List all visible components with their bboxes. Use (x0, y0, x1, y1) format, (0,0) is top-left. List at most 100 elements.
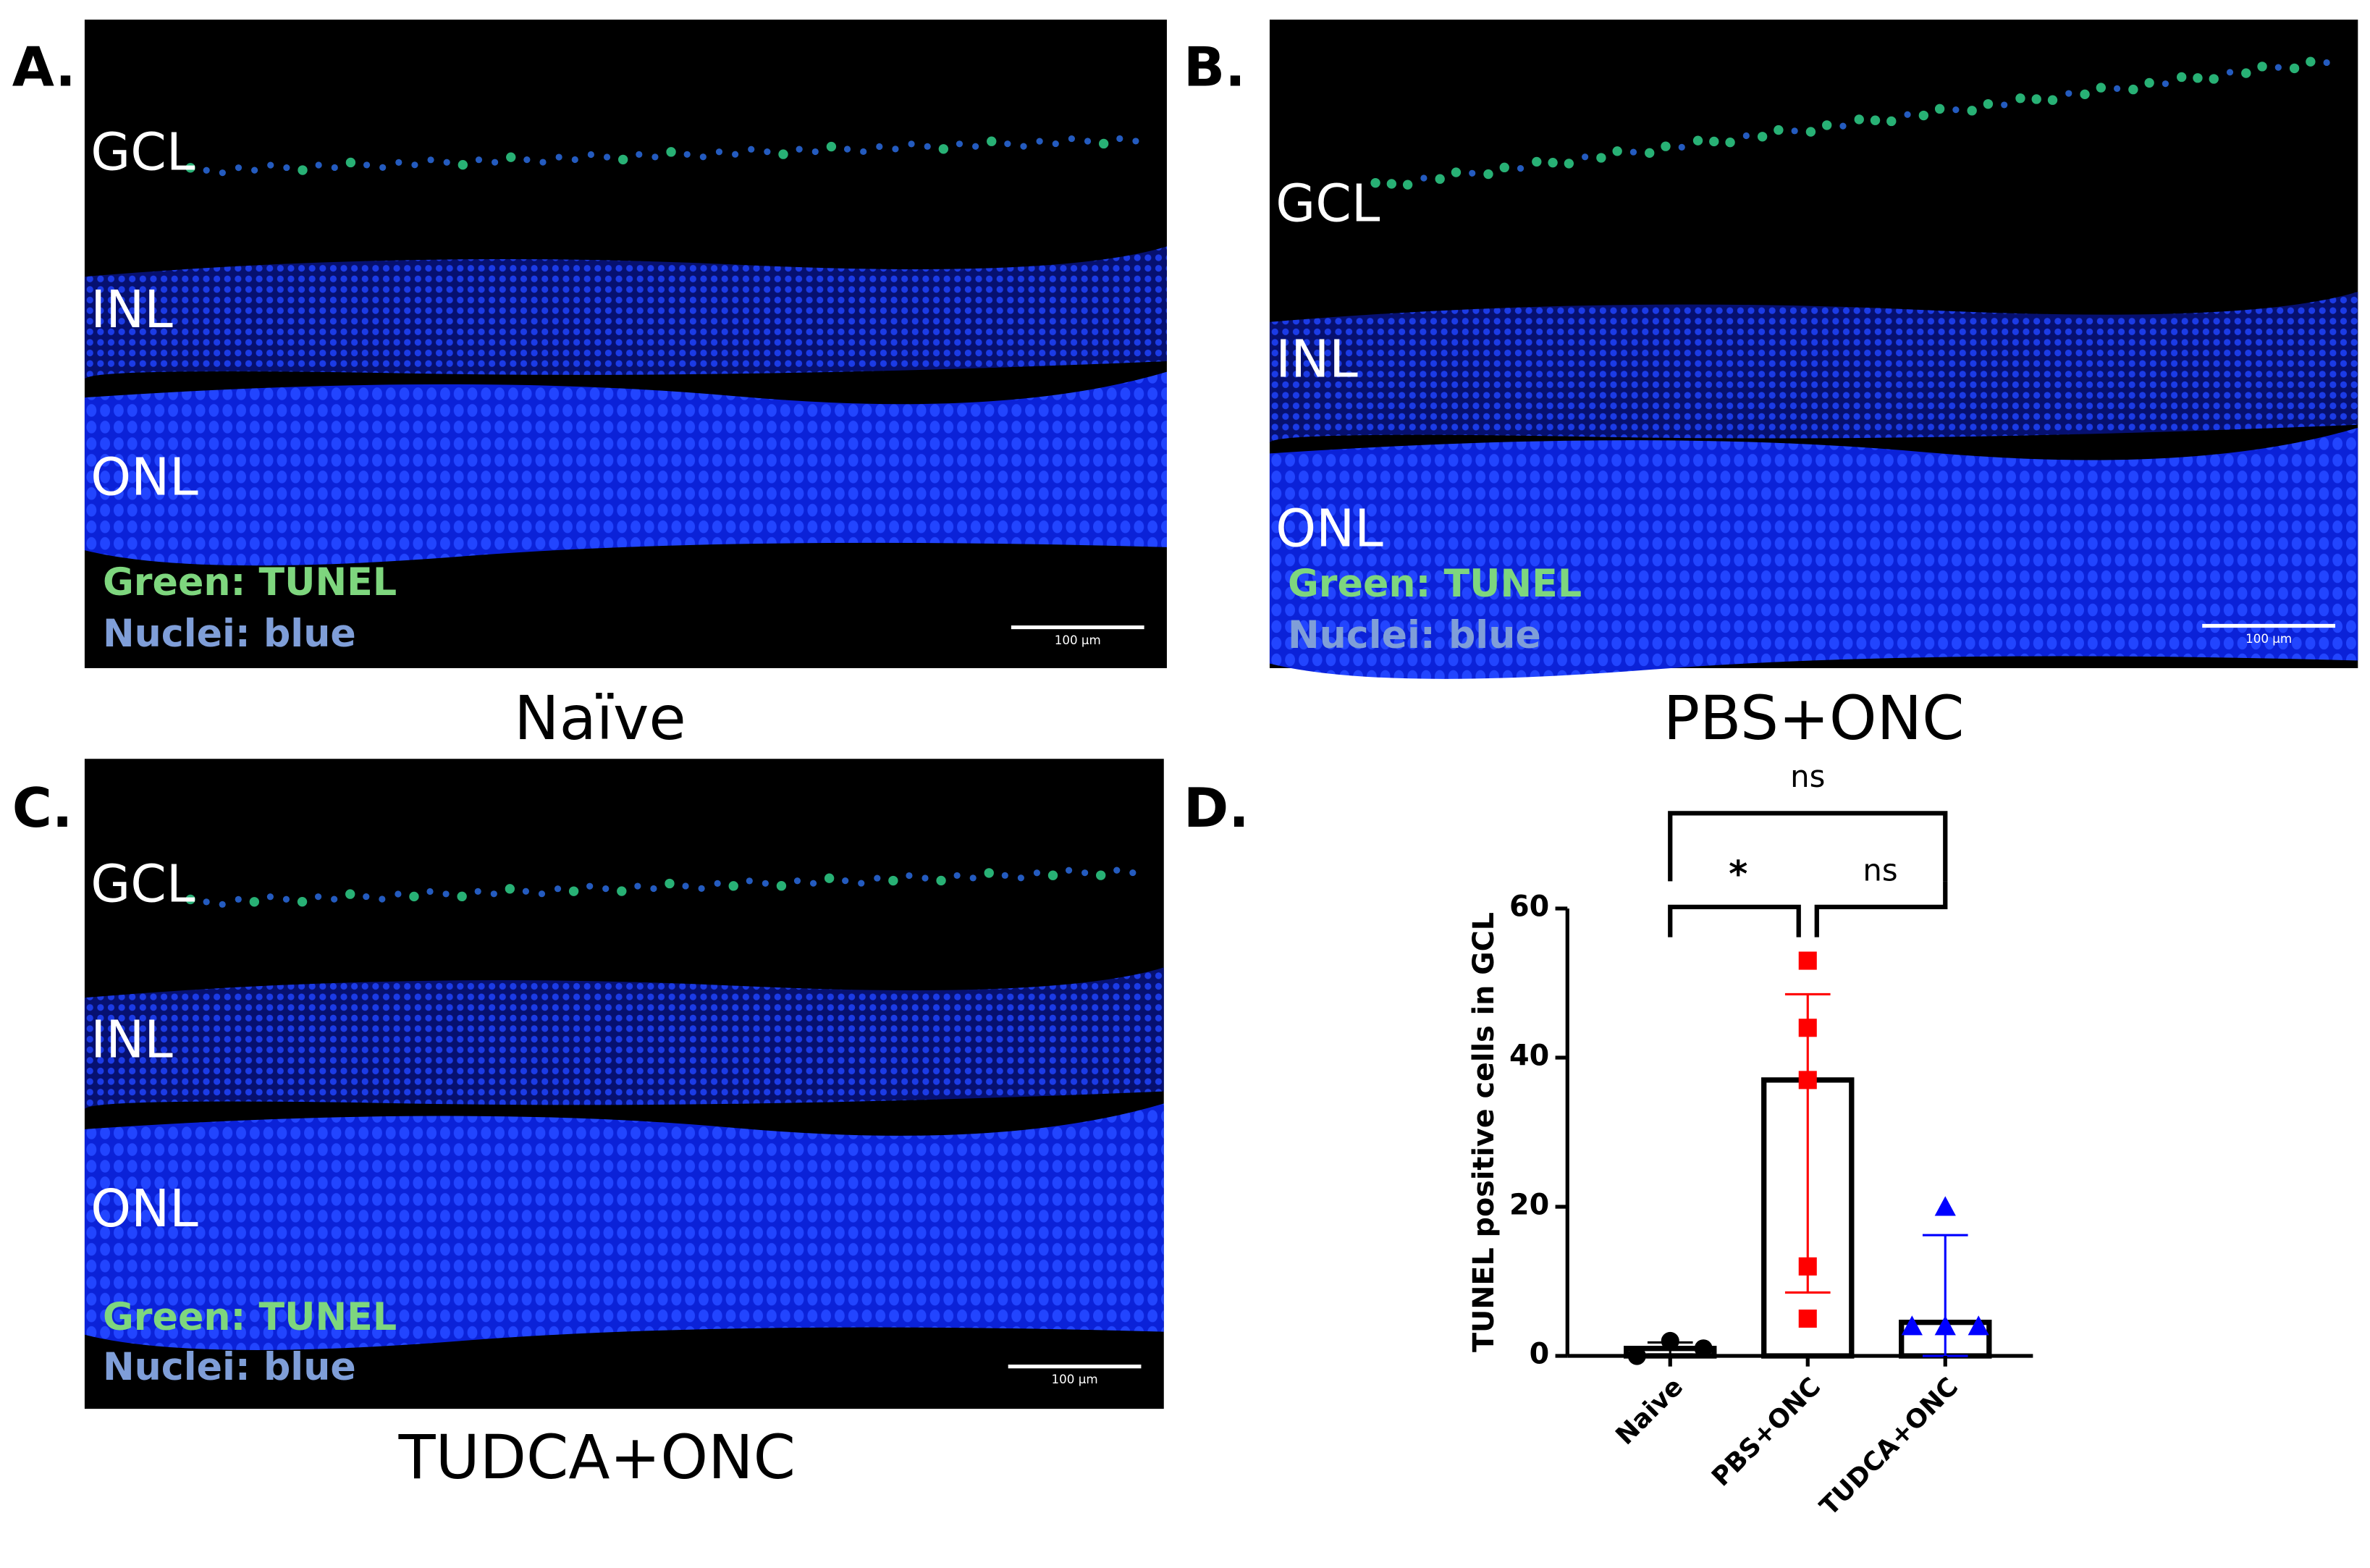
gcl-cell (1386, 179, 1397, 189)
gcl-cell (379, 164, 387, 171)
gcl-cell (492, 159, 499, 166)
gcl-cell (1113, 867, 1121, 874)
gcl-cell (972, 143, 979, 150)
gcl-cell (1983, 98, 1994, 109)
gcl-cell (1499, 162, 1509, 173)
gcl-cell (1870, 115, 1881, 125)
gcl-cell (1116, 135, 1123, 143)
gcl-cell (538, 890, 546, 898)
gcl-cell (475, 156, 483, 164)
gcl-cell (906, 872, 913, 880)
legend-tunel: Green: TUNEL (103, 561, 397, 604)
gcl-cell (2209, 74, 2219, 84)
gcl-cell (1129, 869, 1136, 877)
gcl-cell (922, 874, 929, 882)
gcl-cell (331, 164, 338, 172)
gcl-cell (1020, 143, 1027, 150)
gcl-cell (283, 164, 290, 172)
data-point (1661, 1331, 1679, 1350)
y-tick-label: 60 (1509, 890, 1549, 923)
gcl-cell (266, 893, 274, 901)
legend-nuclei: Nuclei: blue (103, 612, 356, 656)
gcl-cell (586, 882, 594, 890)
gcl-cell (826, 141, 837, 152)
gcl-cell (2047, 95, 2058, 105)
gcl-cell (764, 148, 771, 156)
gcl-cell (426, 888, 434, 895)
gcl-cell (331, 895, 338, 903)
panel-letter: A. (12, 35, 76, 99)
gcl-cell (185, 163, 195, 173)
scale-bar-label: 100 µm (1055, 633, 1101, 647)
gcl-cell (2031, 94, 2041, 104)
gcl-cell (219, 901, 226, 908)
gcl-cell (203, 167, 210, 174)
gcl-cell (715, 148, 723, 156)
gcl-cell (953, 872, 961, 880)
gcl-cell (1402, 180, 1413, 190)
gcl-cell (796, 146, 803, 153)
gcl-cell (969, 874, 977, 882)
gcl-cell (2080, 89, 2090, 99)
gcl-cell (1047, 870, 1058, 880)
x-tick-label: PBS+ONC (1706, 1372, 1826, 1492)
gcl-cell (554, 885, 562, 893)
y-tick-label: 40 (1509, 1039, 1549, 1072)
gcl-cell (1517, 165, 1525, 172)
gcl-cell (602, 885, 610, 893)
micrograph: GCL INL ONL Green: TUNEL Nuclei: blue 100 µm (84, 20, 1167, 668)
gcl-cell (762, 880, 769, 887)
gcl-cell (282, 895, 290, 903)
gcl-cell (2289, 63, 2300, 74)
gcl-cell (442, 890, 450, 898)
micrograph: GCL INL ONL Green: TUNEL Nuclei: blue 100 µm (84, 759, 1164, 1409)
gcl-cell (297, 896, 308, 907)
significance-label: * (1729, 853, 1747, 895)
gcl-cell (1757, 132, 1768, 142)
gcl-cell (682, 882, 689, 890)
panel-letter: B. (1184, 35, 1246, 99)
gcl-cell (698, 885, 705, 892)
gcl-cell (746, 877, 753, 885)
gcl-cell (411, 161, 418, 169)
gcl-cell (1548, 157, 1558, 168)
gcl-cell (1725, 138, 1735, 148)
gcl-cell (1564, 159, 1574, 169)
gcl-cell (409, 891, 419, 902)
layer-label: ONL (90, 447, 198, 507)
gcl-cell (842, 877, 849, 885)
gcl-cell (2306, 56, 2316, 67)
gcl-cell (1582, 153, 1589, 161)
gcl-cell (2096, 83, 2107, 93)
gcl-cell (603, 153, 611, 161)
gcl-cell (427, 156, 434, 164)
gcl-cell (1420, 174, 1428, 182)
gcl-cell (617, 154, 628, 165)
gcl-cell (1084, 138, 1092, 145)
gcl-cell (778, 149, 788, 159)
gcl-cell (1036, 138, 1043, 145)
data-point (1934, 1196, 1956, 1216)
gcl-cell (888, 875, 898, 886)
gcl-cell (395, 159, 402, 166)
gcl-cell (1839, 122, 1847, 130)
gcl-cell (1709, 136, 1719, 147)
layer-label: GCL (90, 853, 195, 914)
gcl-cell (1068, 135, 1075, 143)
gcl-cell (315, 161, 322, 169)
layer-label: ONL (90, 1179, 198, 1239)
data-point (1627, 1346, 1646, 1365)
gcl-cell (860, 148, 867, 156)
gcl-cell (249, 897, 260, 907)
gcl-cell (506, 152, 516, 162)
gcl-cell (363, 893, 370, 901)
gcl-cell (522, 888, 530, 895)
gcl-cell (379, 895, 386, 903)
gcl-cell (1661, 141, 1671, 151)
gcl-cell (443, 159, 450, 166)
x-tick-label: Naive (1610, 1372, 1689, 1451)
gcl-cell (2257, 62, 2267, 72)
gcl-cell (1805, 127, 1816, 137)
gcl-cell (1132, 138, 1139, 145)
gcl-cell (251, 167, 258, 174)
